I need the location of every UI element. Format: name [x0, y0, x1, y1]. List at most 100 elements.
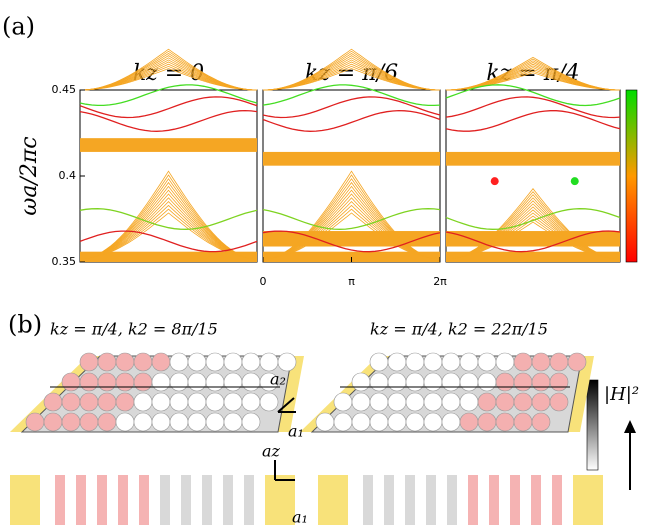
panel-frame: [80, 90, 257, 262]
rod: [316, 413, 334, 431]
axis-label: a₁: [288, 422, 304, 441]
rod: [206, 353, 224, 371]
rod: [370, 373, 388, 391]
rod: [116, 373, 134, 391]
rod: [514, 413, 532, 431]
panel-label: (a): [2, 13, 35, 41]
rod: [514, 393, 532, 411]
lattice: [300, 353, 594, 432]
field: [384, 475, 394, 525]
rod: [532, 353, 550, 371]
rod: [388, 373, 406, 391]
field: [489, 475, 499, 525]
rod: [550, 393, 568, 411]
field: [363, 475, 373, 525]
x-tick-label: 2π: [433, 275, 447, 288]
rod: [370, 353, 388, 371]
rod: [224, 373, 242, 391]
rod: [98, 393, 116, 411]
rod: [242, 393, 260, 411]
rod: [152, 373, 170, 391]
rod: [478, 413, 496, 431]
field: [160, 475, 170, 525]
rod: [80, 373, 98, 391]
rod: [98, 353, 116, 371]
rod: [460, 393, 478, 411]
rod: [568, 353, 586, 371]
rod: [442, 413, 460, 431]
rod: [116, 393, 134, 411]
bands: [446, 57, 620, 262]
rod: [62, 413, 80, 431]
colorbar: [587, 380, 598, 470]
rod: [206, 393, 224, 411]
arrow-head: [624, 420, 636, 433]
field: [426, 475, 436, 525]
rod: [424, 353, 442, 371]
field: [223, 475, 233, 525]
field: [55, 475, 65, 525]
rod: [98, 413, 116, 431]
rod: [532, 373, 550, 391]
rod: [478, 393, 496, 411]
colorbar-label: |H|²: [604, 384, 639, 405]
field: [118, 475, 128, 525]
rod: [98, 373, 116, 391]
lattice: [10, 353, 304, 432]
rod: [460, 353, 478, 371]
band: [446, 152, 620, 166]
rod: [26, 413, 44, 431]
rod: [532, 393, 550, 411]
rod: [206, 373, 224, 391]
caption: kz = π/4, k2 = 8π/15: [50, 320, 218, 339]
rod: [170, 373, 188, 391]
strip: [265, 475, 295, 525]
rod: [134, 353, 152, 371]
rod: [260, 353, 278, 371]
rod: [406, 393, 424, 411]
rod: [442, 393, 460, 411]
rod: [496, 413, 514, 431]
rod: [134, 413, 152, 431]
panel-title: kz = 0: [133, 61, 204, 86]
field: [447, 475, 457, 525]
rod: [406, 413, 424, 431]
rod: [388, 393, 406, 411]
field: [139, 475, 149, 525]
rod: [370, 393, 388, 411]
rod: [152, 393, 170, 411]
field: [244, 475, 254, 525]
rod: [224, 413, 242, 431]
rod: [170, 353, 188, 371]
rod: [334, 393, 352, 411]
rod: [370, 413, 388, 431]
field: [76, 475, 86, 525]
rod: [388, 353, 406, 371]
rod: [550, 353, 568, 371]
field: [552, 475, 562, 525]
axis-label: a₂: [270, 370, 286, 389]
rod: [496, 373, 514, 391]
rod: [442, 353, 460, 371]
rod: [44, 393, 62, 411]
x-tick-label: 0: [260, 275, 267, 288]
rod: [424, 393, 442, 411]
y-tick-label: 0.45: [52, 83, 77, 96]
band: [80, 138, 257, 152]
rod: [278, 353, 296, 371]
y-tick-label: 0.4: [59, 169, 77, 182]
rod: [352, 393, 370, 411]
field: [510, 475, 520, 525]
rod: [478, 373, 496, 391]
rod: [442, 373, 460, 391]
field: [202, 475, 212, 525]
rod: [62, 393, 80, 411]
strip: [573, 475, 603, 525]
rod: [80, 353, 98, 371]
field: [405, 475, 415, 525]
rod: [334, 413, 352, 431]
y-axis-label: ωa/2πc: [17, 136, 42, 215]
figure: (a) (b) ωa/2πc |H|² kz = 00.350.40.45kz …: [0, 0, 648, 525]
rod: [62, 373, 80, 391]
rod: [478, 353, 496, 371]
